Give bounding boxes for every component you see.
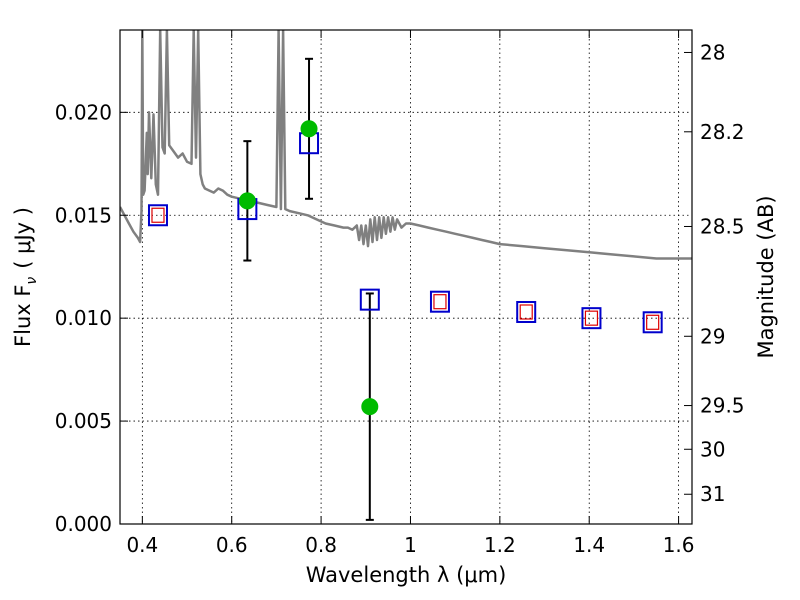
- x-tick-label: 1.4: [573, 533, 605, 557]
- y2-tick-label: 28.2: [700, 120, 745, 144]
- y-tick-label: 0.005: [55, 409, 112, 433]
- plot-frame: [119, 29, 693, 525]
- y2-tick-label: 31: [700, 482, 725, 506]
- y2-tick-label: 30: [700, 437, 725, 461]
- observed-point: [238, 192, 256, 210]
- y2-tick-label: 28: [700, 40, 725, 64]
- y-axis-label-subscript: ν: [24, 277, 40, 285]
- y-tick-label: 0.015: [55, 203, 112, 227]
- model-inner-square: [646, 314, 660, 330]
- model-square: [429, 290, 450, 313]
- observed-point: [300, 120, 318, 138]
- x-tick-label: 1.2: [484, 533, 516, 557]
- x-tick-label: 1.6: [663, 533, 695, 557]
- x-tick-label: 0.4: [126, 533, 158, 557]
- x-tick-label: 0.6: [216, 533, 248, 557]
- y-tick-label: 0.020: [55, 100, 112, 124]
- x-tick-label: 1: [404, 533, 417, 557]
- y-axis: 0.000 0.005 0.010 0.015 0.020: [55, 100, 128, 536]
- y2-tick-label: 28.5: [700, 214, 745, 238]
- model-square: [359, 288, 380, 311]
- y-axis-label-main: Flux F: [11, 285, 35, 347]
- y-tick-label: 0.000: [55, 512, 112, 536]
- y2-axis-label: Magnitude (AB): [754, 195, 778, 358]
- y2-tick-label: 29: [700, 324, 725, 348]
- plot-background: [120, 30, 692, 524]
- observed-point: [361, 398, 379, 416]
- y2-axis: 28 28.2 28.5 29 29.5 30 31: [684, 40, 745, 506]
- model-square: [516, 300, 537, 323]
- model-inner-square: [519, 304, 533, 320]
- y-tick-label: 0.010: [55, 306, 112, 330]
- x-axis: 0.4 0.6 0.8 1 1.2 1.4 1.6: [126, 30, 695, 557]
- spectrum-line: [120, 30, 692, 260]
- y2-tick-label: 29.5: [700, 394, 745, 418]
- model-square: [147, 204, 168, 227]
- x-axis-label: Wavelength λ (μm): [306, 563, 507, 587]
- y-axis-label-unit: ( μJy ): [11, 207, 35, 269]
- y-axis-label: Flux Fν ( μJy ): [11, 207, 40, 347]
- model-inner-square: [151, 207, 165, 223]
- x-tick-label: 0.8: [305, 533, 337, 557]
- spectrum-layer: [120, 30, 692, 260]
- model-square: [581, 307, 602, 330]
- model-inner-square: [584, 310, 599, 326]
- model-inner-square: [433, 294, 447, 310]
- model-square: [642, 311, 663, 334]
- observed-point-layer: [238, 120, 379, 416]
